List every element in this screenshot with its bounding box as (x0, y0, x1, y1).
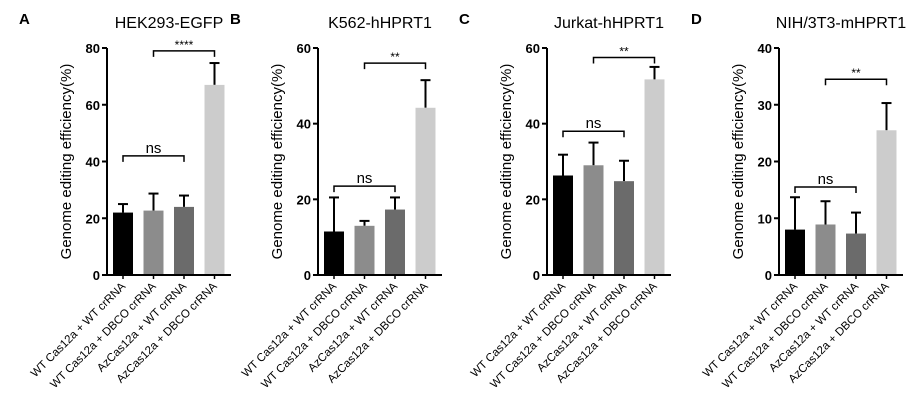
significance-bracket (562, 130, 625, 138)
chart-title: NIH/3T3-mHPRT1 (776, 15, 906, 32)
significance-bracket (363, 62, 427, 70)
significance-bracket (592, 56, 656, 64)
bar (415, 107, 436, 275)
y-tick-label: 20 (297, 192, 311, 207)
significance-label: ns (146, 140, 162, 157)
y-tick-label: 20 (758, 155, 772, 170)
significance-label: ns (586, 115, 602, 132)
y-axis-label: Genome editing efficiency(%) (269, 64, 286, 260)
bar (614, 181, 634, 275)
y-tick-label: 40 (758, 41, 772, 56)
significance-label: ** (619, 44, 629, 58)
y-axis-label: Genome editing efficiency(%) (730, 64, 747, 260)
y-tick-label: 20 (526, 192, 540, 207)
y-tick-label: 0 (533, 268, 540, 283)
bar (846, 233, 866, 275)
bar (553, 175, 573, 275)
y-tick-label: 60 (297, 41, 311, 56)
y-axis-label: Genome editing efficiency(%) (58, 64, 75, 260)
bar (876, 130, 897, 275)
y-tick-label: 20 (86, 211, 100, 226)
significance-label: ns (818, 171, 834, 188)
bar (113, 212, 133, 275)
panel-letter: C (459, 11, 470, 28)
chart-title: Jurkat-hHPRT1 (554, 15, 664, 32)
bar (385, 209, 405, 275)
panel-b: B K562-hHPRT1 Genome editing efficiency(%)… (230, 11, 442, 391)
bar (583, 165, 604, 275)
bar (143, 210, 164, 275)
bar (815, 224, 836, 275)
significance-label: ** (390, 50, 400, 64)
bar (785, 229, 805, 275)
significance-bracket (333, 185, 396, 193)
panel-a: A HEK293-EGFP Genome editing efficiency(%)… (19, 11, 231, 391)
y-tick-label: 60 (526, 41, 540, 56)
bar (174, 206, 194, 275)
significance-bracket (794, 186, 857, 194)
significance-label: ** (851, 66, 861, 80)
y-tick-label: 0 (304, 268, 311, 283)
significance-bracket (122, 155, 185, 162)
y-axis-label: Genome editing efficiency(%) (498, 64, 515, 260)
significance-bracket (152, 50, 216, 57)
y-tick-label: 40 (86, 155, 100, 170)
y-tick-label: 30 (758, 98, 772, 113)
bar (644, 79, 665, 275)
y-tick-label: 40 (526, 117, 540, 132)
y-tick-label: 0 (765, 268, 772, 283)
bar (204, 84, 225, 275)
y-tick-label: 0 (93, 268, 100, 283)
bar (354, 225, 375, 275)
y-tick-label: 40 (297, 117, 311, 132)
y-tick-label: 10 (758, 211, 772, 226)
panel-d: D NIH/3T3-mHPRT1 Genome editing efficiency… (691, 11, 906, 391)
significance-label: **** (175, 38, 194, 52)
panel-letter: D (691, 11, 702, 28)
y-tick-label: 60 (86, 98, 100, 113)
panel-letter: A (19, 11, 30, 28)
panel-c: C Jurkat-hHPRT1 Genome editing efficiency(… (459, 11, 671, 391)
chart-title: K562-hHPRT1 (328, 15, 432, 32)
bar (324, 231, 344, 275)
y-tick-label: 80 (86, 41, 100, 56)
panel-letter: B (230, 11, 241, 28)
chart-title: HEK293-EGFP (115, 15, 223, 32)
significance-label: ns (357, 170, 373, 187)
significance-bracket (824, 78, 888, 86)
